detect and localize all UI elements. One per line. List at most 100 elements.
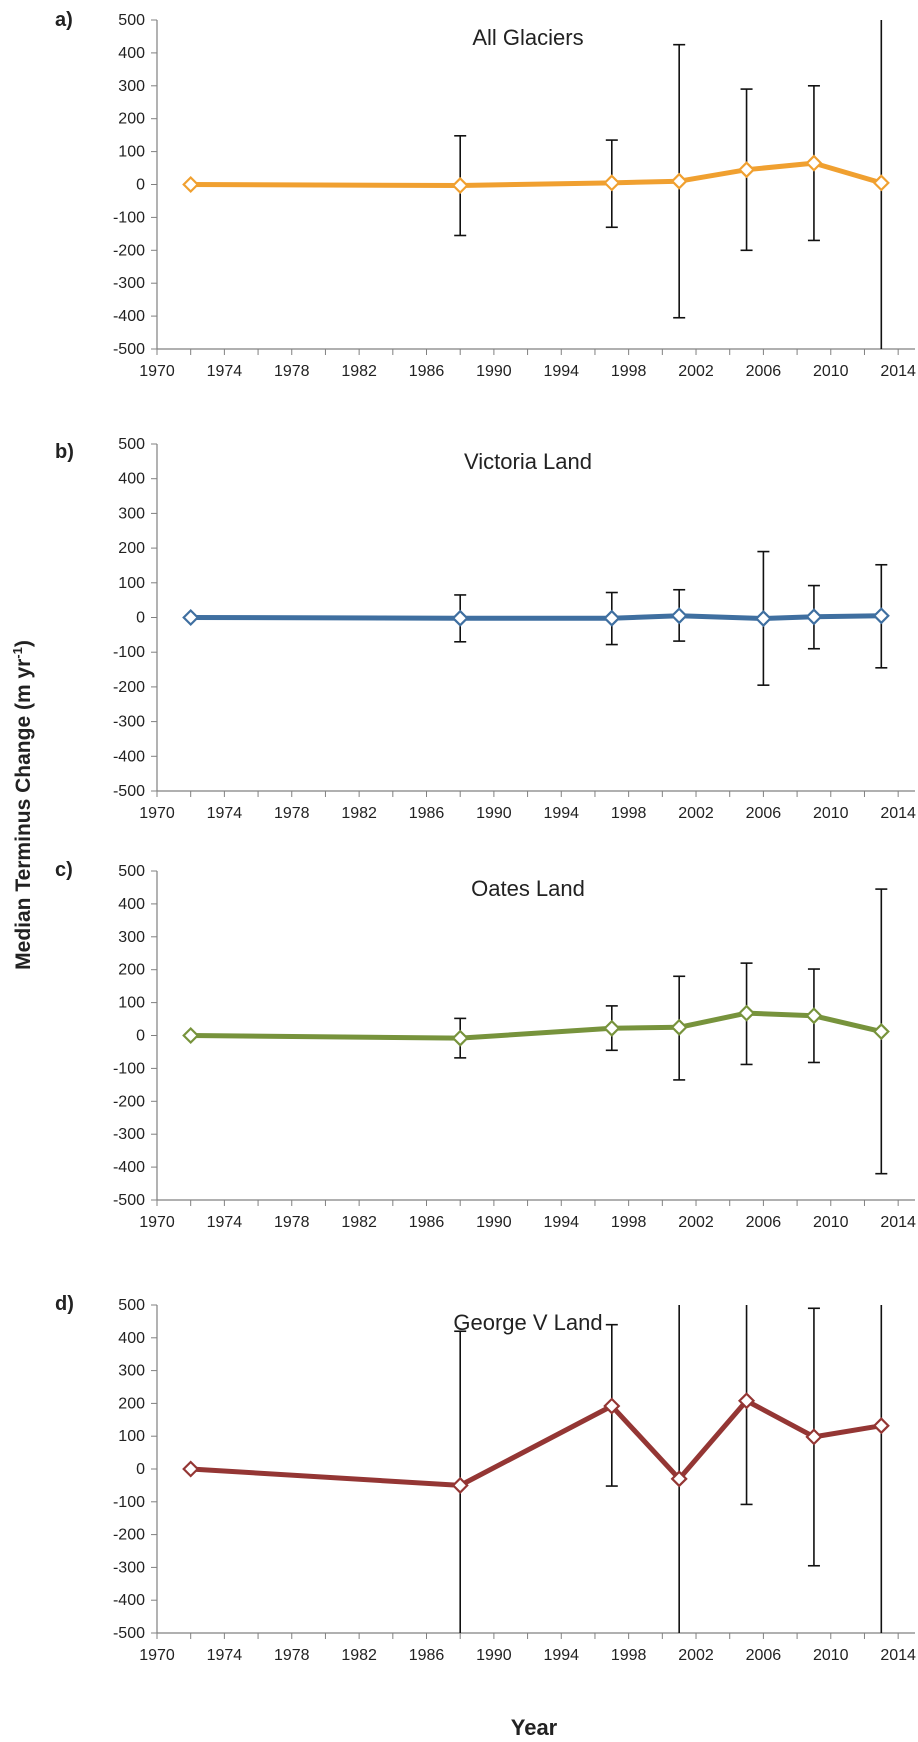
y-tick-label: -100 — [113, 644, 145, 661]
x-tick-label: 1978 — [274, 805, 310, 822]
y-tick-label: -300 — [113, 714, 145, 731]
y-tick-label: -100 — [113, 1494, 145, 1511]
chart-title: George V Land — [453, 1310, 602, 1335]
panel-label: a) — [55, 9, 73, 31]
y-tick-label: 0 — [136, 1028, 145, 1045]
x-tick-label: 1970 — [139, 363, 175, 380]
y-tick-label: -200 — [113, 1527, 145, 1544]
y-tick-label: 200 — [118, 962, 145, 979]
y-tick-label: 100 — [118, 1428, 145, 1445]
x-tick-label: 1994 — [543, 1647, 579, 1664]
x-tick-label: 1998 — [611, 1214, 647, 1231]
chart-title: Victoria Land — [464, 449, 592, 474]
data-point — [872, 607, 890, 625]
x-tick-label: 2014 — [880, 805, 916, 822]
data-point — [872, 1022, 890, 1041]
x-tick-label: 1970 — [139, 1214, 175, 1231]
y-tick-label: -200 — [113, 1093, 145, 1110]
x-tick-label: 1986 — [409, 1647, 445, 1664]
y-tick-label: -300 — [113, 275, 145, 292]
x-tick-label: 2010 — [813, 1214, 849, 1231]
x-tick-label: 2010 — [813, 1647, 849, 1664]
data-point — [737, 1004, 756, 1022]
x-tick-label: 2006 — [746, 805, 782, 822]
x-tick-label: 1986 — [409, 363, 445, 380]
data-point — [670, 607, 688, 625]
y-tick-label: 100 — [118, 144, 145, 161]
x-tick-label: 2006 — [746, 1214, 782, 1231]
data-point — [182, 608, 200, 627]
y-tick-label: -400 — [113, 308, 145, 325]
x-tick-label: 2002 — [678, 1647, 714, 1664]
x-tick-label: 1970 — [139, 1647, 175, 1664]
data-point — [603, 609, 621, 627]
x-tick-label: 2002 — [678, 1214, 714, 1231]
x-tick-label: 2006 — [746, 363, 782, 380]
chart-panel-2: b) Victoria Land 500 400 300 200 100 0 -100 -200 -… — [55, 436, 916, 822]
data-point — [805, 608, 823, 626]
y-tick-label: 500 — [118, 1297, 145, 1314]
series-line — [188, 160, 884, 188]
y-tick-label: 400 — [118, 1330, 145, 1347]
data-point — [670, 1470, 688, 1488]
y-tick-label: -100 — [113, 209, 145, 226]
y-tick-label: 200 — [118, 1395, 145, 1412]
x-tick-label: 1990 — [476, 805, 512, 822]
data-point — [182, 175, 200, 194]
series-line — [188, 1010, 884, 1041]
y-tick-label: 400 — [118, 896, 145, 913]
chart-panel-1: a) All Glaciers 500 400 300 200 100 0 -100 -200 -3… — [55, 9, 916, 380]
data-point — [670, 172, 688, 190]
data-point — [805, 154, 823, 172]
x-tick-label: 1982 — [341, 363, 377, 380]
x-tick-label: 1978 — [274, 1214, 310, 1231]
y-tick-label: 500 — [118, 12, 145, 29]
x-tick-label: 1982 — [341, 805, 377, 822]
y-tick-label: 300 — [118, 1363, 145, 1380]
x-tick-label: 1974 — [207, 363, 243, 380]
data-point — [451, 1476, 469, 1494]
x-tick-label: 1982 — [341, 1647, 377, 1664]
y-tick-label: 0 — [136, 1461, 145, 1478]
y-tick-label: -500 — [113, 1625, 145, 1642]
y-tick-label: -500 — [113, 341, 145, 358]
y-tick-label: -500 — [113, 1192, 145, 1209]
x-tick-label: 1978 — [274, 363, 310, 380]
data-point — [754, 609, 772, 628]
x-tick-label: 1998 — [611, 1647, 647, 1664]
panel-label: b) — [55, 441, 74, 463]
y-tick-label: 200 — [118, 111, 145, 128]
x-tick-label: 1990 — [476, 1647, 512, 1664]
data-point — [182, 1026, 200, 1045]
y-tick-label: 300 — [118, 929, 145, 946]
x-tick-label: 2014 — [880, 1647, 916, 1664]
data-point — [872, 174, 890, 192]
y-tick-label: 200 — [118, 540, 145, 557]
y-tick-label: 500 — [118, 436, 145, 453]
series-line — [188, 1398, 884, 1488]
data-point — [182, 1460, 200, 1478]
chart-panel-3: c) Oates Land 500 400 300 200 100 0 -100 -200 -300… — [55, 859, 916, 1231]
data-point — [451, 176, 469, 195]
y-tick-label: -400 — [113, 748, 145, 765]
x-tick-label: 2010 — [813, 805, 849, 822]
y-tick-label: -500 — [113, 783, 145, 800]
data-point — [737, 1392, 756, 1410]
series-line — [188, 613, 884, 622]
panel-label: d) — [55, 1293, 74, 1315]
x-tick-label: 1974 — [207, 1214, 243, 1231]
chart-title: Oates Land — [471, 876, 585, 901]
x-tick-label: 1998 — [611, 805, 647, 822]
panels: a) All Glaciers 500 400 300 200 100 0 -100 -200 -3… — [55, 9, 916, 1664]
y-tick-label: 300 — [118, 78, 145, 95]
x-axis-label: Year — [511, 1715, 558, 1740]
x-tick-label: 1998 — [611, 363, 647, 380]
x-tick-label: 1970 — [139, 805, 175, 822]
y-axis-label: Median Terminus Change (m yr-1) — [10, 640, 35, 970]
y-tick-label: 0 — [136, 177, 145, 194]
data-point — [670, 1018, 688, 1036]
x-tick-label: 1994 — [543, 363, 579, 380]
x-tick-label: 1982 — [341, 1214, 377, 1231]
x-tick-label: 1978 — [274, 1647, 310, 1664]
